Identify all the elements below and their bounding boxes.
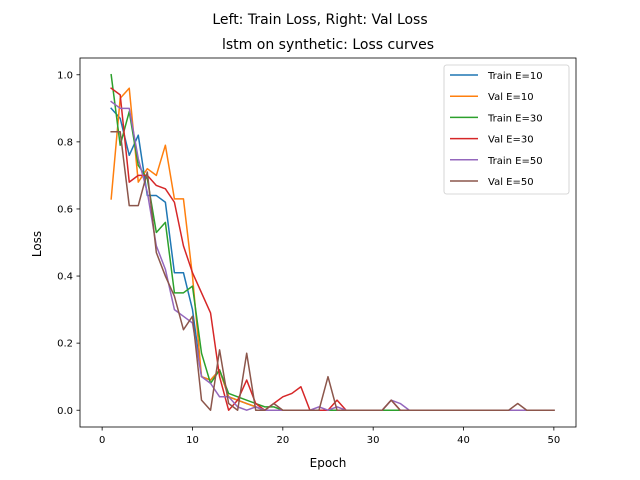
x-tick-label: 30	[367, 435, 380, 446]
x-tick-label: 50	[547, 435, 560, 446]
chart-subtitle: lstm on synthetic: Loss curves	[222, 37, 434, 53]
legend-label-4: Val E=30	[488, 135, 534, 146]
chart-title: Left: Train Loss, Right: Val Loss	[212, 12, 427, 28]
x-axis-label: Epoch	[310, 456, 347, 470]
y-tick-label: 0.6	[57, 205, 73, 216]
legend: Train E=10 Val E=10 Train E=30 Val E=30 Trai…	[443, 64, 570, 195]
y-axis-label: Loss	[30, 231, 44, 257]
legend-label-5: Train E=50	[487, 156, 543, 167]
legend-label-1: Train E=10	[487, 71, 543, 82]
plot-area: 0 10 20 30 40 50 0.0 0.2 0.4 0.6 0.8 1.0	[57, 57, 577, 446]
x-tick-label: 10	[186, 435, 199, 446]
y-tick-label: 0.2	[57, 339, 73, 350]
y-tick-label: 1.0	[57, 70, 73, 81]
series-line-6	[110, 131, 555, 411]
legend-label-6: Val E=50	[488, 177, 534, 188]
legend-label-2: Val E=10	[488, 92, 534, 103]
x-tick-label: 40	[457, 435, 470, 446]
y-tick-label: 0.4	[57, 272, 73, 283]
y-tick-label: 0.8	[57, 137, 73, 148]
legend-box	[443, 64, 570, 195]
legend-label-3: Train E=30	[487, 113, 543, 124]
x-tick-label: 20	[276, 435, 289, 446]
y-tick-label: 0.0	[57, 406, 73, 417]
axes-frame	[79, 57, 577, 428]
x-tick-label: 0	[99, 435, 105, 446]
